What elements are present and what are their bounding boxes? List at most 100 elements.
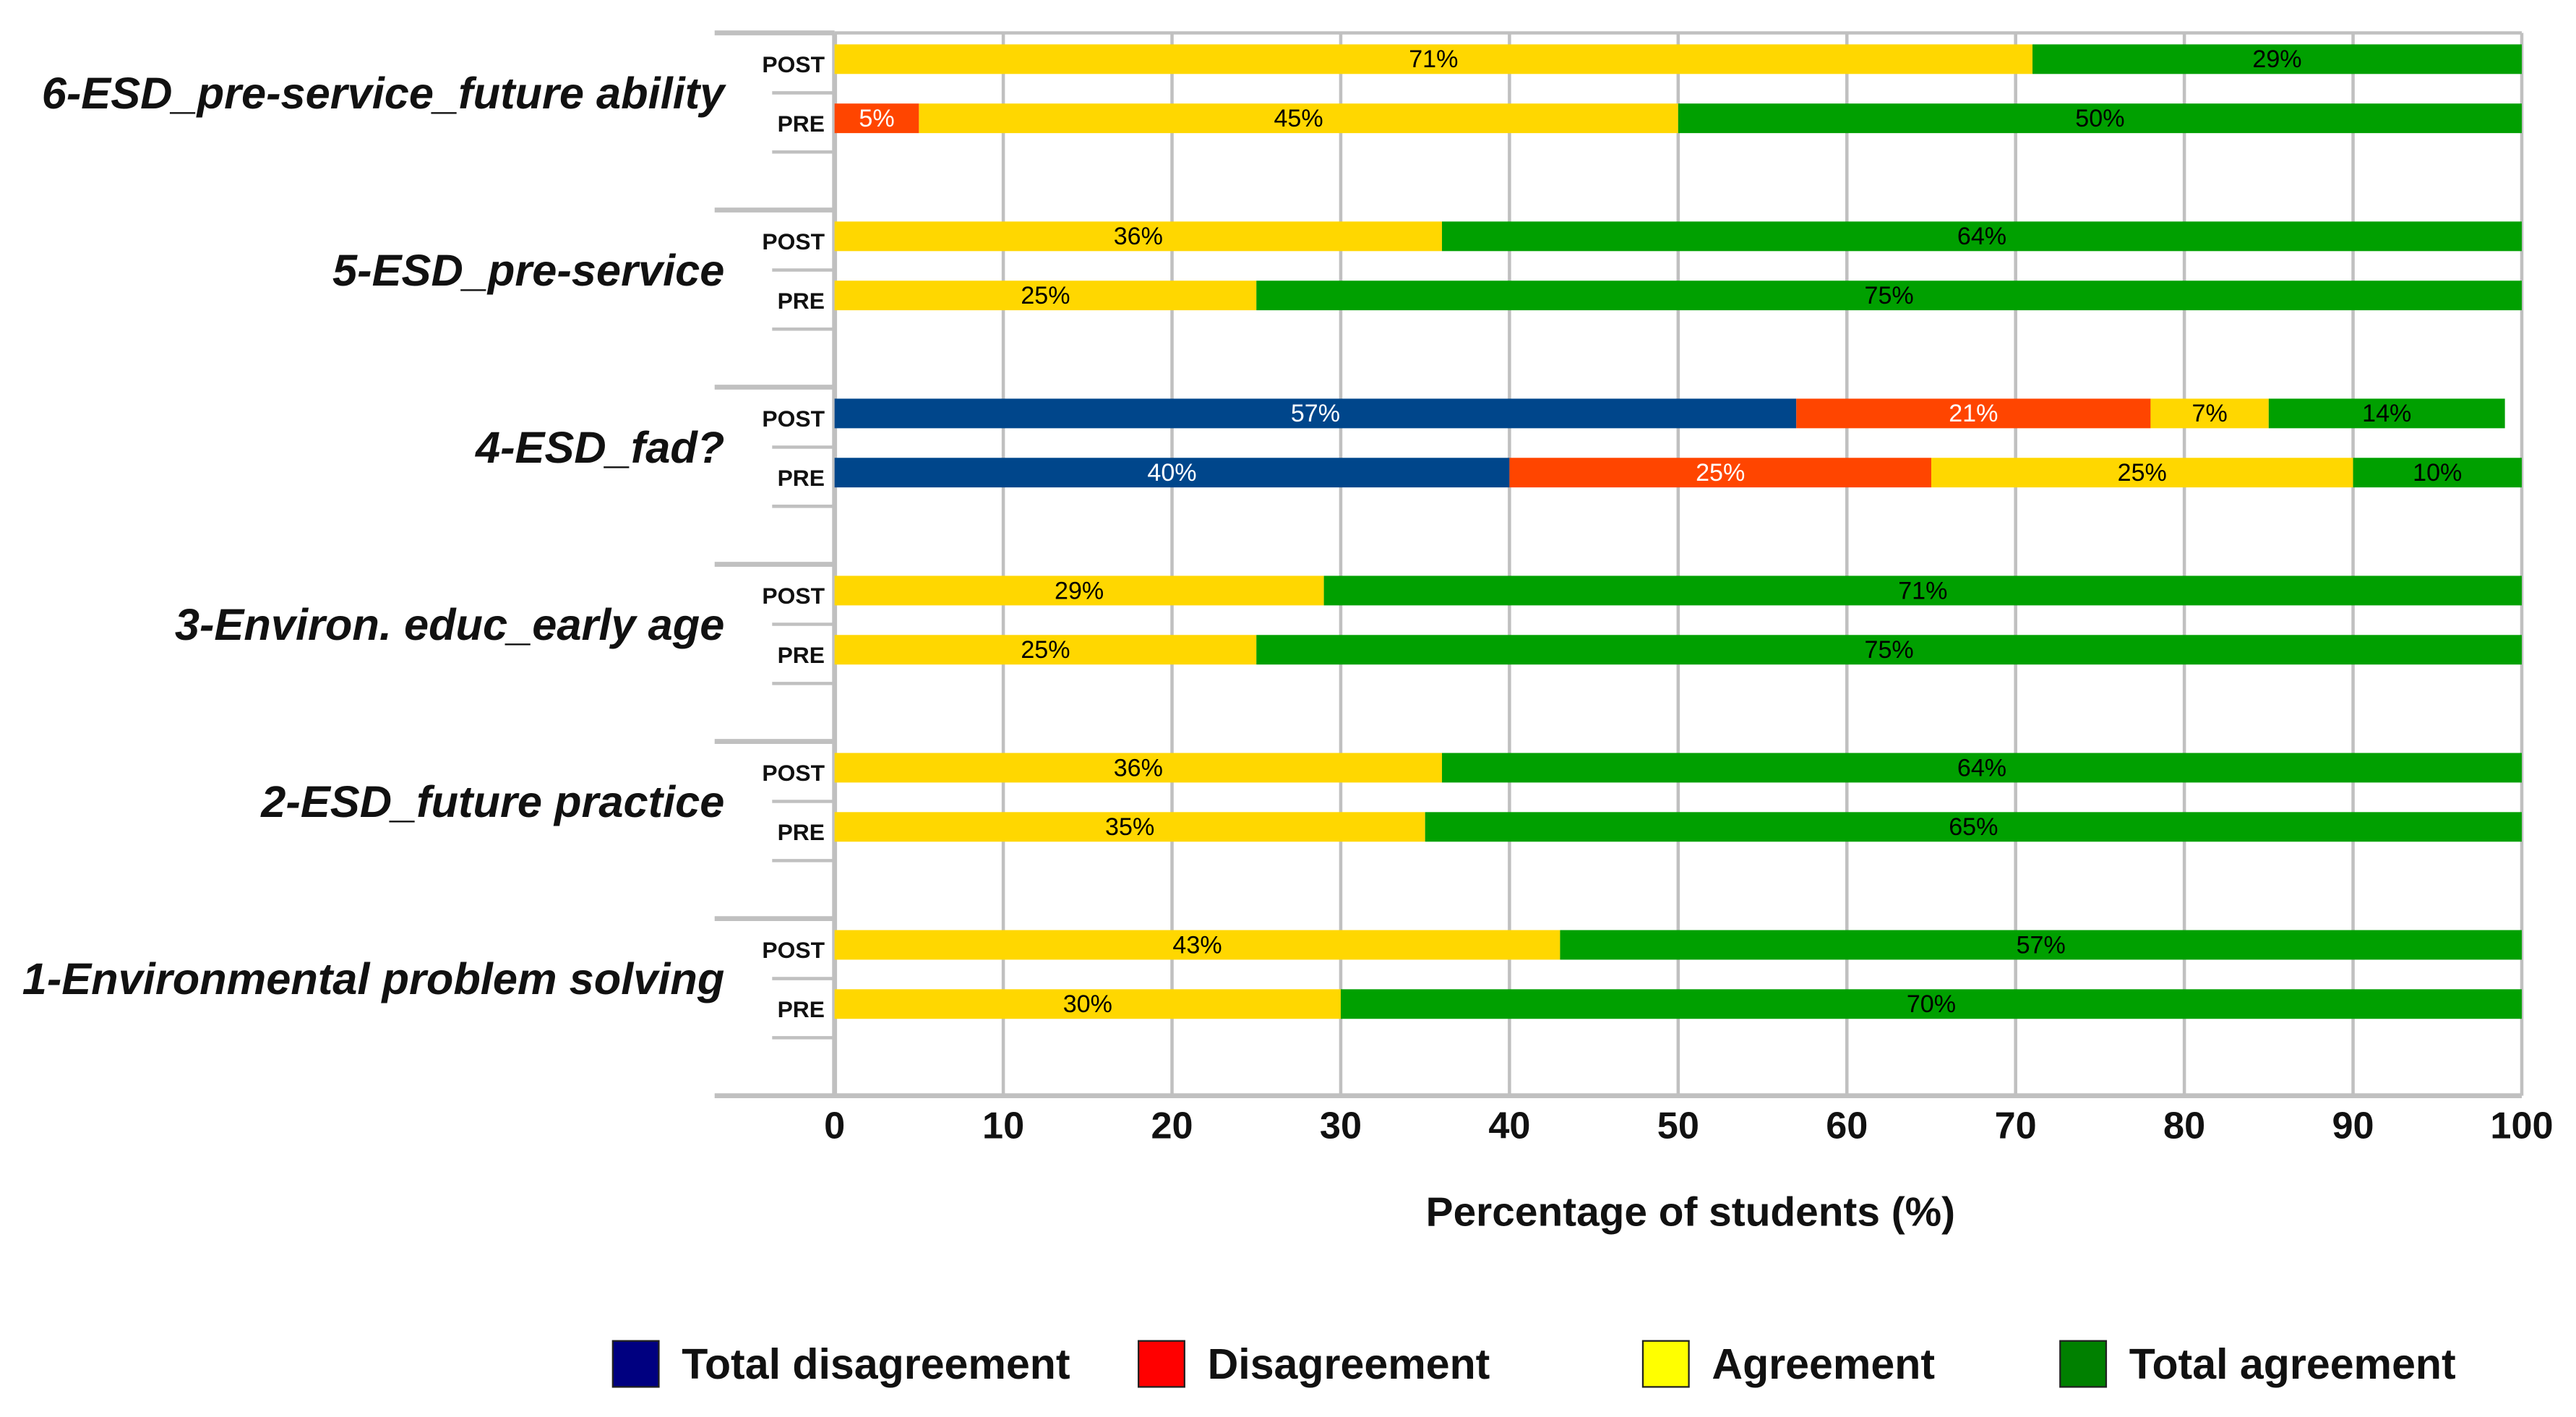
legend-label: Total agreement xyxy=(2129,1340,2456,1388)
x-tick-label: 70 xyxy=(1995,1105,2037,1147)
data-label: 29% xyxy=(1055,577,1104,604)
legend-swatch-total-agreement xyxy=(2059,1340,2108,1388)
bar-segment-total-agreement xyxy=(1256,635,2522,665)
x-tick-label: 60 xyxy=(1826,1105,1868,1147)
bar-segment-agreement xyxy=(834,989,1341,1019)
data-label: 57% xyxy=(2017,931,2066,959)
bar-post-label: POST xyxy=(762,406,825,432)
bar-segment-agreement xyxy=(2150,398,2269,429)
data-label: 36% xyxy=(1114,754,1163,782)
x-tick-label: 90 xyxy=(2332,1105,2374,1147)
data-label: 10% xyxy=(2413,459,2462,487)
bar-segment-total-disagreement xyxy=(834,398,1797,429)
bar-segment-total-agreement xyxy=(1442,221,2522,252)
category-label: 6-ESD_pre-service_future ability xyxy=(42,69,727,119)
data-label: 35% xyxy=(1105,813,1154,841)
bar-post-label: POST xyxy=(762,937,825,963)
data-label: 50% xyxy=(2075,105,2124,132)
bar-post-label: POST xyxy=(762,228,825,254)
bar-segment-total-agreement xyxy=(1256,281,2522,311)
data-label: 14% xyxy=(2362,400,2411,427)
data-label: 25% xyxy=(1021,636,1070,664)
x-tick-label: 100 xyxy=(2490,1105,2553,1147)
legend-swatch-total-disagreement xyxy=(611,1340,660,1388)
bar-post-label: POST xyxy=(762,760,825,786)
x-tick-label: 30 xyxy=(1320,1105,1362,1147)
legend-swatch-agreement xyxy=(1641,1340,1690,1388)
bar-segment-agreement xyxy=(834,812,1425,842)
bar-post-label: POST xyxy=(762,583,825,609)
bar-segment-total-agreement xyxy=(2268,398,2505,429)
data-label: 40% xyxy=(1147,459,1196,487)
data-label: 43% xyxy=(1172,931,1222,959)
data-label: 71% xyxy=(1898,577,1947,604)
category-label: 3-Environ. educ_early age xyxy=(175,600,725,650)
x-tick-label: 50 xyxy=(1657,1105,1699,1147)
legend: Total disagreement Disagreement Agreement T… xyxy=(611,1340,2456,1388)
bar-segment-total-agreement xyxy=(2032,44,2522,74)
bar-pre-label: PRE xyxy=(778,819,825,845)
bar-segment-agreement xyxy=(834,635,1257,665)
x-tick-label: 0 xyxy=(824,1105,845,1147)
x-tick-label: 80 xyxy=(2163,1105,2205,1147)
data-label: 57% xyxy=(1291,400,1340,427)
data-label: 75% xyxy=(1865,282,1914,309)
bar-pre-label: PRE xyxy=(778,111,825,137)
bar-segment-total-agreement xyxy=(2353,458,2522,488)
data-label: 36% xyxy=(1114,223,1163,250)
category-label: 1-Environmental problem solving xyxy=(22,954,725,1004)
data-label: 71% xyxy=(1409,46,1458,73)
x-tick-label: 20 xyxy=(1151,1105,1193,1147)
bar-segment-total-agreement xyxy=(1340,989,2522,1019)
axes: 0 10 20 30 40 50 60 70 80 90 100 6-ESD_pre-service_… xyxy=(22,30,2554,1147)
bar-segment-disagreement xyxy=(834,103,919,134)
legend-swatch-disagreement xyxy=(1138,1340,1185,1388)
bar-segment-total-agreement xyxy=(1323,575,2522,606)
bar-segment-agreement xyxy=(834,930,1560,960)
data-label: 30% xyxy=(1063,990,1112,1018)
data-label: 64% xyxy=(1957,223,2006,250)
data-label: 7% xyxy=(2192,400,2228,427)
category-label: 4-ESD_fad? xyxy=(474,423,724,473)
data-label: 29% xyxy=(2252,46,2301,73)
bar-segment-total-agreement xyxy=(1678,103,2522,134)
bar-segment-total-agreement xyxy=(1560,930,2522,960)
data-label: 25% xyxy=(1021,282,1070,309)
x-tick-label: 10 xyxy=(982,1105,1024,1147)
bar-segment-agreement xyxy=(834,753,1443,783)
bar-segment-total-agreement xyxy=(1425,812,2522,842)
data-label: 75% xyxy=(1865,636,1914,664)
bar-segment-agreement xyxy=(919,103,1678,134)
bar-segment-disagreement xyxy=(1509,458,1931,488)
bar-pre-label: PRE xyxy=(778,996,825,1022)
bar-segment-disagreement xyxy=(1796,398,2151,429)
legend-label: Total disagreement xyxy=(682,1340,1070,1388)
bar-segment-total-disagreement xyxy=(834,458,1510,488)
bar-post-label: POST xyxy=(762,51,825,77)
legend-label: Agreement xyxy=(1712,1340,1935,1388)
bar-segment-agreement xyxy=(834,575,1324,606)
bar-segment-agreement xyxy=(1931,458,2353,488)
x-axis-label: Percentage of students (%) xyxy=(1426,1190,1955,1236)
bar-segment-total-agreement xyxy=(1442,753,2522,783)
category-label: 2-ESD_future practice xyxy=(260,777,724,827)
data-label: 21% xyxy=(1949,400,1998,427)
category-label: 5-ESD_pre-service xyxy=(332,246,724,296)
data-label: 25% xyxy=(1696,459,1745,487)
data-label: 5% xyxy=(859,105,894,132)
data-label: 45% xyxy=(1274,105,1323,132)
bar-segment-agreement xyxy=(834,281,1257,311)
bars: 71% 29% 5% 45% 50% 36% 64% 25% 75% 57% 21% 7% 14% 40%… xyxy=(834,44,2522,1019)
x-tick-label: 40 xyxy=(1488,1105,1530,1147)
data-label: 25% xyxy=(2118,459,2167,487)
data-label: 64% xyxy=(1957,754,2006,782)
bar-segment-agreement xyxy=(834,44,2033,74)
bar-pre-label: PRE xyxy=(778,288,825,314)
data-label: 70% xyxy=(1907,990,1956,1018)
grid-lines xyxy=(833,31,2524,1096)
bar-segment-agreement xyxy=(834,221,1443,252)
data-label: 65% xyxy=(1949,813,1998,841)
bar-pre-label: PRE xyxy=(778,465,825,491)
legend-label: Disagreement xyxy=(1208,1340,1490,1388)
